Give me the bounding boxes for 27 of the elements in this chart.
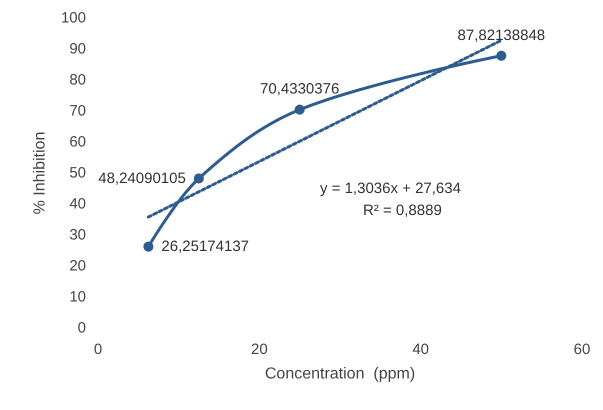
y-tick-label: 70: [69, 102, 86, 120]
y-tick-label: 30: [69, 226, 86, 244]
x-tick-label: 40: [412, 341, 430, 358]
data-label: 87,82138848: [458, 26, 546, 44]
x-axis-title: Concentration (ppm): [264, 366, 416, 382]
point: [294, 104, 305, 115]
x-tick-label: 60: [574, 341, 590, 358]
point: [496, 50, 506, 61]
y-tick-label: 100: [60, 10, 86, 26]
y-tick-label: 80: [69, 72, 86, 88]
y-tick-label: 60: [69, 134, 86, 150]
y-tick-label: 90: [69, 40, 86, 58]
y-tick-label: 50: [69, 164, 86, 182]
annotation: R² = 0,8889: [363, 202, 442, 219]
x-tick-label: 0: [94, 341, 102, 358]
point: [194, 173, 204, 184]
annotation: y = 1,3036x + 27,634: [320, 180, 461, 197]
x-tick-label: 20: [250, 341, 268, 358]
y-axis-title: % Inhibition: [32, 132, 48, 214]
y-tick-label: 40: [69, 196, 86, 212]
y-tick-label: 20: [69, 258, 86, 274]
point: [143, 242, 154, 252]
data-label: 70,4330376: [260, 80, 340, 98]
data-label: 48,24090105: [98, 170, 186, 187]
y-tick-label: 10: [69, 288, 86, 306]
y-tick-label: 0: [78, 320, 86, 336]
data-label: 26,25174137: [161, 238, 250, 256]
